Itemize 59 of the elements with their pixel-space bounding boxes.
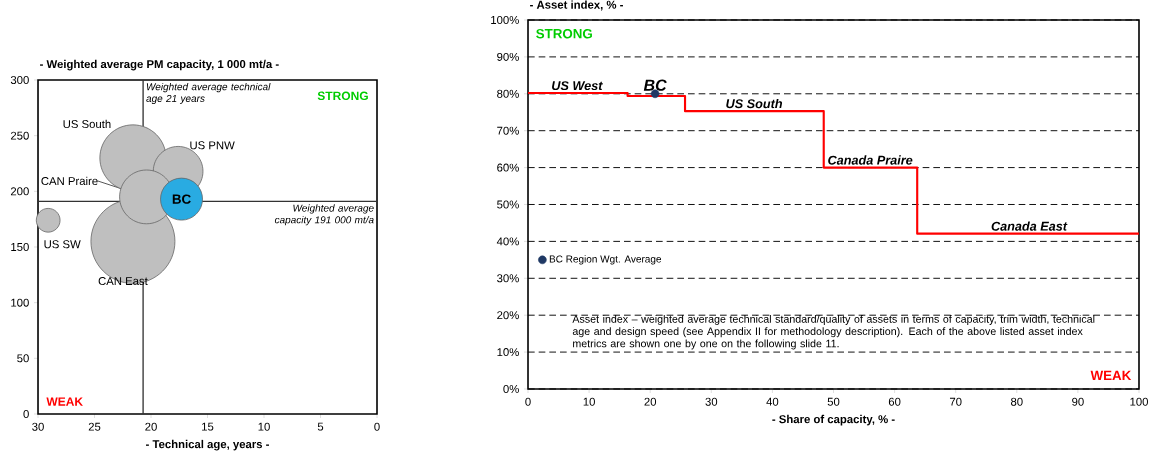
annotation: STRONG	[317, 91, 368, 101]
x-tick-label: 15	[202, 422, 214, 431]
y-tick-label: 200	[10, 187, 29, 196]
annotation: WEAK	[1090, 370, 1132, 381]
x-tick-label: 50	[827, 397, 840, 406]
series-label: US PNW	[190, 141, 235, 150]
x-tick-label: 40	[766, 397, 779, 406]
y-tick-label: 300	[10, 75, 29, 84]
x-tick-label: 60	[888, 397, 901, 406]
y-tick-label: 20%	[497, 311, 519, 320]
x-tick-label: 10	[258, 422, 270, 431]
series-label: US SW	[44, 240, 81, 249]
x-axis-title: - Technical age, years -	[146, 439, 269, 451]
legend-label: BC Region Wgt. Average	[549, 255, 662, 265]
text: CAN Praire	[41, 176, 98, 186]
x-tick-label: 30	[705, 397, 718, 406]
y-tick-label: 80%	[497, 89, 519, 98]
y-tick-label: 90%	[497, 52, 519, 61]
x-tick-label: 90	[1072, 397, 1084, 406]
x-tick-label: 100	[1130, 397, 1148, 406]
y-tick-label: 70%	[497, 126, 519, 135]
annotation: US West	[552, 81, 603, 91]
ref-line-label: Weighted average technical age 21 years	[146, 82, 271, 104]
y-tick-label: 60%	[497, 163, 519, 172]
y-tick-label: 30%	[497, 274, 519, 283]
annotation: WEAK	[46, 397, 83, 406]
x-tick-label: 10	[583, 397, 595, 406]
y-tick-label: 50%	[497, 200, 519, 209]
y-tick-label: 100	[11, 298, 29, 307]
annotation: Canada East	[991, 221, 1068, 231]
annotation: US South	[726, 98, 783, 109]
legend-label: BC	[172, 194, 191, 204]
y-tick-label: 50	[17, 354, 29, 363]
x-tick-label: 0	[525, 397, 531, 406]
y-tick-label: 250	[10, 131, 29, 140]
annotation: BC	[643, 79, 667, 91]
annotation: STRONG	[536, 28, 592, 39]
y-tick-label: 10%	[497, 348, 519, 357]
x-tick-label: 25	[88, 422, 101, 431]
annotation: Asset index – weighted average technical standard/quality of assets in terms of capacity, trim width, technical age and design speed (see Appendix II for methodology description). Each of the above listed asset index metrics are shown one by one on the following slide 11.	[572, 314, 1095, 350]
chart-title: - Weighted average PM capacity, 1 000 mt/a -	[40, 59, 279, 71]
chart-title: - Asset index, % -	[530, 0, 623, 11]
series-label: US South	[63, 119, 111, 129]
x-axis-title: - Share of capacity, % -	[772, 414, 895, 426]
annotation: Canada Praire	[828, 155, 913, 165]
x-tick-label: 0	[374, 422, 380, 431]
y-tick-label: 0	[23, 409, 29, 418]
y-tick-label: 150	[11, 242, 29, 251]
x-tick-label: 30	[32, 422, 44, 431]
x-tick-label: 5	[317, 422, 324, 431]
x-tick-label: 20	[145, 422, 157, 431]
y-tick-label: 40%	[496, 237, 519, 246]
x-tick-label: 80	[1011, 397, 1023, 406]
x-tick-label: 20	[644, 397, 657, 406]
series-label: CAN East	[98, 277, 148, 286]
y-tick-label: 100%	[491, 15, 519, 24]
ref-line-label: Weighted average capacity 191 000 mt/a	[274, 204, 374, 226]
x-tick-label: 70	[949, 397, 962, 406]
y-tick-label: 0%	[503, 384, 519, 393]
